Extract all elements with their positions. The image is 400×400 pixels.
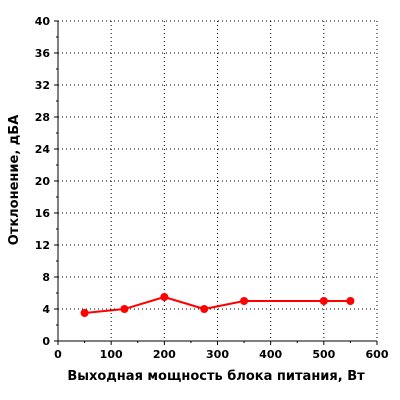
- x-tick-label: 100: [100, 348, 123, 361]
- y-axis-title: Отклонение, дБА: [7, 115, 22, 246]
- x-axis-title: Выходная мощность блока питания, Вт: [67, 369, 365, 384]
- y-tick-label: 28: [35, 111, 50, 124]
- y-tick-label: 20: [35, 175, 51, 188]
- x-tick-label: 500: [312, 348, 335, 361]
- axes: [54, 20, 378, 345]
- data-point: [240, 297, 249, 305]
- y-tick-label: 12: [35, 239, 50, 252]
- data-point: [80, 309, 89, 317]
- x-tick-label: 200: [153, 348, 176, 361]
- y-tick-label: 40: [35, 15, 51, 28]
- x-tick-label: 300: [206, 348, 229, 361]
- data-point: [200, 305, 209, 313]
- x-tick-label: 600: [366, 348, 389, 361]
- y-tick-label: 0: [42, 335, 50, 348]
- grid-lines: [58, 20, 378, 341]
- y-tick-label: 4: [42, 303, 50, 316]
- data-point: [120, 305, 129, 313]
- data-point: [319, 297, 328, 305]
- y-tick-label: 32: [35, 79, 50, 92]
- y-tick-label: 36: [35, 47, 51, 60]
- y-tick-label: 8: [42, 271, 50, 284]
- data-series: [80, 293, 355, 317]
- x-tick-label: 400: [259, 348, 282, 361]
- data-point: [160, 293, 169, 301]
- data-point: [346, 297, 355, 305]
- y-tick-label: 24: [35, 143, 51, 156]
- y-tick-label: 16: [35, 207, 51, 220]
- x-tick-label: 0: [54, 348, 62, 361]
